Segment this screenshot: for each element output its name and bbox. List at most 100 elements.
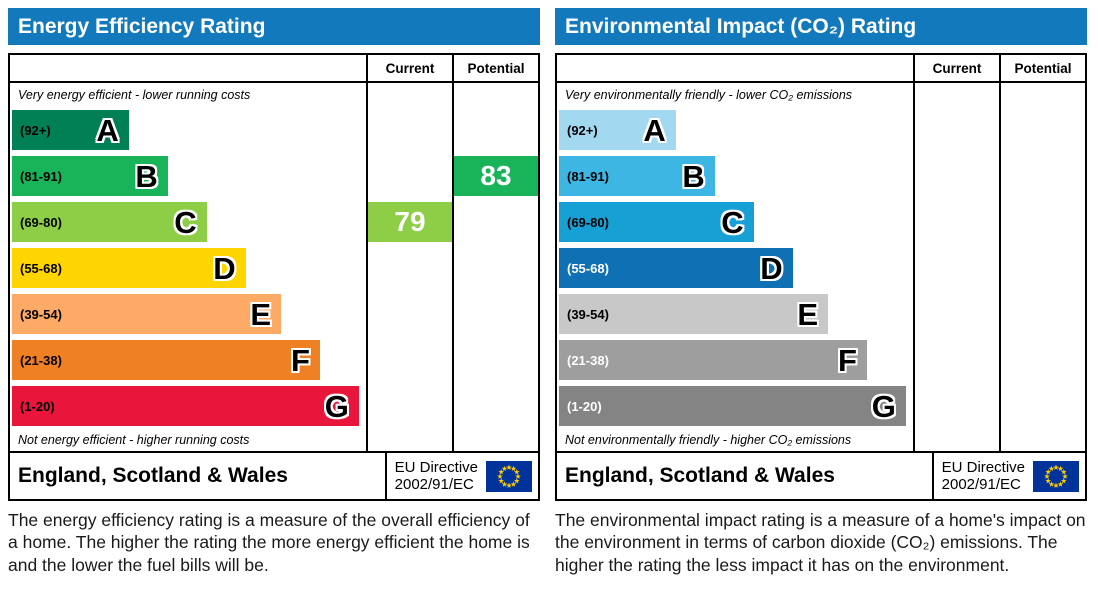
environment-panel: Environmental Impact (CO₂) Rating Curren… <box>555 8 1087 576</box>
chart-footer: England, Scotland & Wales EU Directive 2… <box>557 453 1085 499</box>
band-range-g: (1-20) <box>20 398 55 414</box>
band-bar-b: (81-91) B <box>12 156 168 196</box>
energy-panel-title: Energy Efficiency Rating <box>8 8 540 45</box>
environment-chart: Current Potential Very environmentally f… <box>555 53 1087 501</box>
band-bar-e: (39-54) E <box>12 294 282 334</box>
eu-flag-icon <box>1033 460 1079 492</box>
column-header-spacer <box>10 55 366 81</box>
potential-column-cell <box>999 199 1085 245</box>
band-row-c: (69-80) C 79 <box>10 199 538 245</box>
band-letter-d: D <box>760 250 783 286</box>
band-range-e: (39-54) <box>20 306 62 322</box>
band-row-a: (92+) A <box>557 107 1085 153</box>
band-range-d: (55-68) <box>567 260 609 276</box>
column-header-row: Current Potential <box>557 55 1085 83</box>
band-bar-g: (1-20) G <box>12 386 359 426</box>
energy-panel: Energy Efficiency Rating Current Potenti… <box>8 8 540 576</box>
top-note-row: Very energy efficient - lower running co… <box>10 83 538 107</box>
current-column-cell: 79 <box>366 199 452 245</box>
current-column-cell <box>913 383 999 429</box>
current-column-cell <box>913 153 999 199</box>
band-row-f: (21-38) F <box>10 337 538 383</box>
region-label: England, Scotland & Wales <box>565 464 835 487</box>
band-range-f: (21-38) <box>567 352 609 368</box>
potential-column-cell <box>999 291 1085 337</box>
top-note-label: Very environmentally friendly - lower CO… <box>565 88 853 102</box>
current-column-header: Current <box>913 55 999 81</box>
band-letter-d: D <box>213 250 236 286</box>
band-bar-d: (55-68) D <box>12 248 246 288</box>
bottom-note-row: Not energy efficient - higher running co… <box>10 429 538 453</box>
potential-column-cell <box>452 83 538 107</box>
band-letter-c: C <box>721 204 744 240</box>
band-range-b: (81-91) <box>567 168 609 184</box>
band-letter-a: A <box>96 112 119 148</box>
column-header-spacer <box>557 55 913 81</box>
eu-directive-line2: 2002/91/EC <box>394 476 474 493</box>
band-letter-f: F <box>838 342 857 378</box>
eu-directive-line1: EU Directive <box>941 458 1025 476</box>
band-range-c: (69-80) <box>20 214 62 230</box>
band-bar-c: (69-80) C <box>12 202 207 242</box>
chart-footer: England, Scotland & Wales EU Directive 2… <box>10 453 538 499</box>
potential-rating-value: 83 <box>454 156 538 196</box>
band-letter-f: F <box>291 342 310 378</box>
band-range-g: (1-20) <box>567 398 602 414</box>
current-column-cell <box>913 429 999 451</box>
current-column-cell <box>366 429 452 451</box>
column-header-row: Current Potential <box>10 55 538 83</box>
band-range-e: (39-54) <box>567 306 609 322</box>
potential-column-cell <box>999 153 1085 199</box>
band-bar-a: (92+) A <box>559 110 676 150</box>
eu-directive-line1: EU Directive <box>394 458 478 476</box>
current-column-cell <box>913 291 999 337</box>
footer-divider <box>931 453 934 499</box>
eu-directive-label: EU Directive 2002/91/EC <box>942 459 1025 494</box>
band-letter-e: E <box>797 296 819 332</box>
band-bar-b: (81-91) B <box>559 156 715 196</box>
region-label: England, Scotland & Wales <box>18 464 288 487</box>
band-range-d: (55-68) <box>20 260 62 276</box>
potential-column-header: Potential <box>999 55 1085 81</box>
eu-directive-label: EU Directive 2002/91/EC <box>395 459 478 494</box>
band-range-c: (69-80) <box>567 214 609 230</box>
band-row-b: (81-91) B 83 <box>10 153 538 199</box>
energy-chart: Current Potential Very energy efficient … <box>8 53 540 501</box>
energy-description: The energy efficiency rating is a measur… <box>8 510 530 575</box>
potential-column-cell <box>452 199 538 245</box>
band-bar-d: (55-68) D <box>559 248 793 288</box>
band-row-c: (69-80) C <box>557 199 1085 245</box>
current-column-cell <box>913 199 999 245</box>
current-column-cell <box>366 107 452 153</box>
band-range-f: (21-38) <box>20 352 62 368</box>
potential-column-cell <box>452 337 538 383</box>
eu-flag-icon <box>486 460 532 492</box>
band-letter-e: E <box>250 296 272 332</box>
current-column-cell <box>366 83 452 107</box>
band-row-d: (55-68) D <box>10 245 538 291</box>
band-bar-g: (1-20) G <box>559 386 906 426</box>
current-column-cell <box>913 337 999 383</box>
band-range-a: (92+) <box>20 122 51 138</box>
footer-divider <box>384 453 387 499</box>
current-column-cell <box>913 245 999 291</box>
band-bar-c: (69-80) C <box>559 202 754 242</box>
band-row-g: (1-20) G <box>10 383 538 429</box>
potential-column-cell <box>999 83 1085 107</box>
band-letter-c: C <box>174 204 197 240</box>
band-row-d: (55-68) D <box>557 245 1085 291</box>
current-column-cell <box>366 383 452 429</box>
band-letter-g: G <box>871 388 896 424</box>
bottom-note-label: Not energy efficient - higher running co… <box>18 433 250 447</box>
band-row-e: (39-54) E <box>10 291 538 337</box>
band-row-b: (81-91) B <box>557 153 1085 199</box>
potential-column-cell <box>452 291 538 337</box>
potential-column-cell <box>452 107 538 153</box>
band-bar-e: (39-54) E <box>559 294 829 334</box>
band-row-g: (1-20) G <box>557 383 1085 429</box>
band-row-f: (21-38) F <box>557 337 1085 383</box>
eu-directive-line2: 2002/91/EC <box>941 476 1021 493</box>
band-range-b: (81-91) <box>20 168 62 184</box>
current-column-cell <box>366 291 452 337</box>
environment-panel-title: Environmental Impact (CO₂) Rating <box>555 8 1087 45</box>
